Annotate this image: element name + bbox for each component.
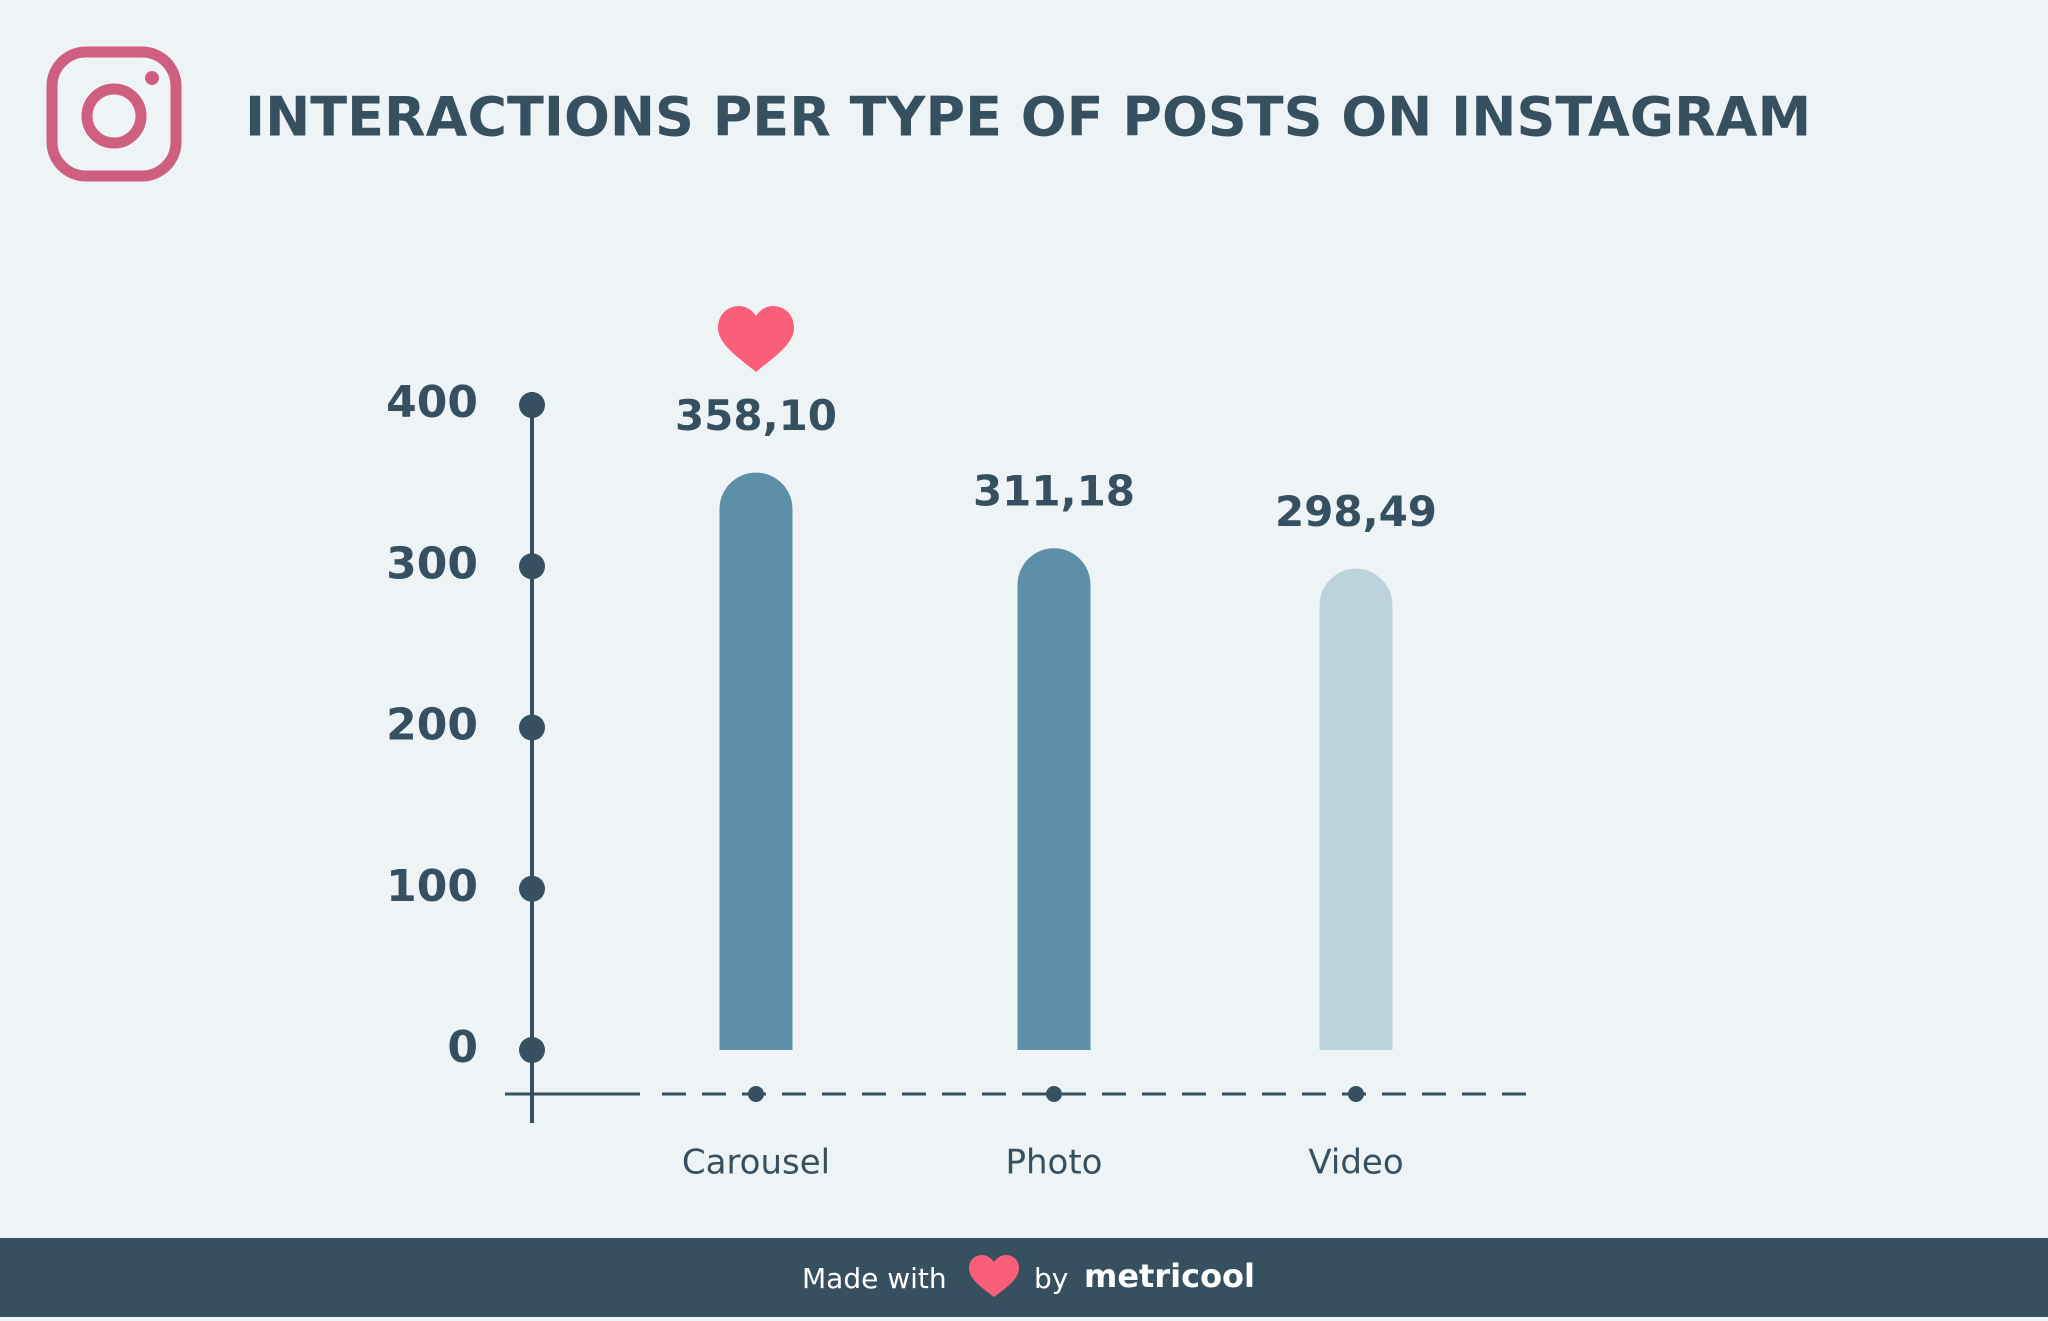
footer-bar	[0, 1238, 2048, 1317]
footer-brand: metricool	[1084, 1257, 1255, 1295]
footer-heart	[969, 1255, 1019, 1297]
y-tick-dot	[519, 392, 545, 418]
y-tick-label: 100	[386, 861, 478, 912]
heart-icon	[718, 306, 794, 372]
bar	[1017, 548, 1091, 1050]
bar	[1319, 568, 1393, 1050]
y-tick-label: 400	[386, 377, 478, 428]
value-label: 298,49	[1275, 487, 1437, 536]
instagram-icon	[46, 46, 182, 182]
x-tick-dot	[1046, 1086, 1062, 1102]
y-tick-dot	[519, 1037, 545, 1063]
y-tick-dot	[519, 714, 545, 741]
bar	[719, 472, 793, 1051]
x-tick-dot	[1348, 1086, 1364, 1102]
x-tick-label: Photo	[1006, 1143, 1103, 1183]
x-tick-dot	[748, 1086, 764, 1102]
x-tick-label: Carousel	[682, 1143, 830, 1183]
value-label: 358,10	[675, 391, 837, 440]
x-tick-label: Video	[1308, 1143, 1403, 1183]
value-label: 311,18	[973, 467, 1135, 516]
y-tick-label: 200	[386, 700, 478, 751]
y-tick-dot	[519, 875, 545, 902]
y-tick-label: 0	[447, 1022, 478, 1073]
y-tick-label: 300	[386, 538, 478, 589]
footer-text: Made with	[802, 1262, 947, 1295]
footer-text: by	[1034, 1262, 1068, 1295]
chart-title: INTERACTIONS PER TYPE OF POSTS ON INSTAG…	[245, 86, 1811, 149]
y-tick-dot	[519, 553, 545, 580]
